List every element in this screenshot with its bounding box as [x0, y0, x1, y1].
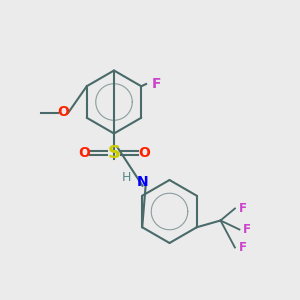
Text: N: N — [137, 175, 148, 188]
Text: F: F — [243, 223, 251, 236]
Text: F: F — [152, 77, 161, 91]
Text: F: F — [238, 241, 247, 254]
Text: H: H — [121, 171, 131, 184]
Text: O: O — [138, 146, 150, 160]
Text: S: S — [107, 144, 121, 162]
Text: O: O — [57, 106, 69, 119]
Text: F: F — [238, 202, 247, 215]
Text: O: O — [78, 146, 90, 160]
